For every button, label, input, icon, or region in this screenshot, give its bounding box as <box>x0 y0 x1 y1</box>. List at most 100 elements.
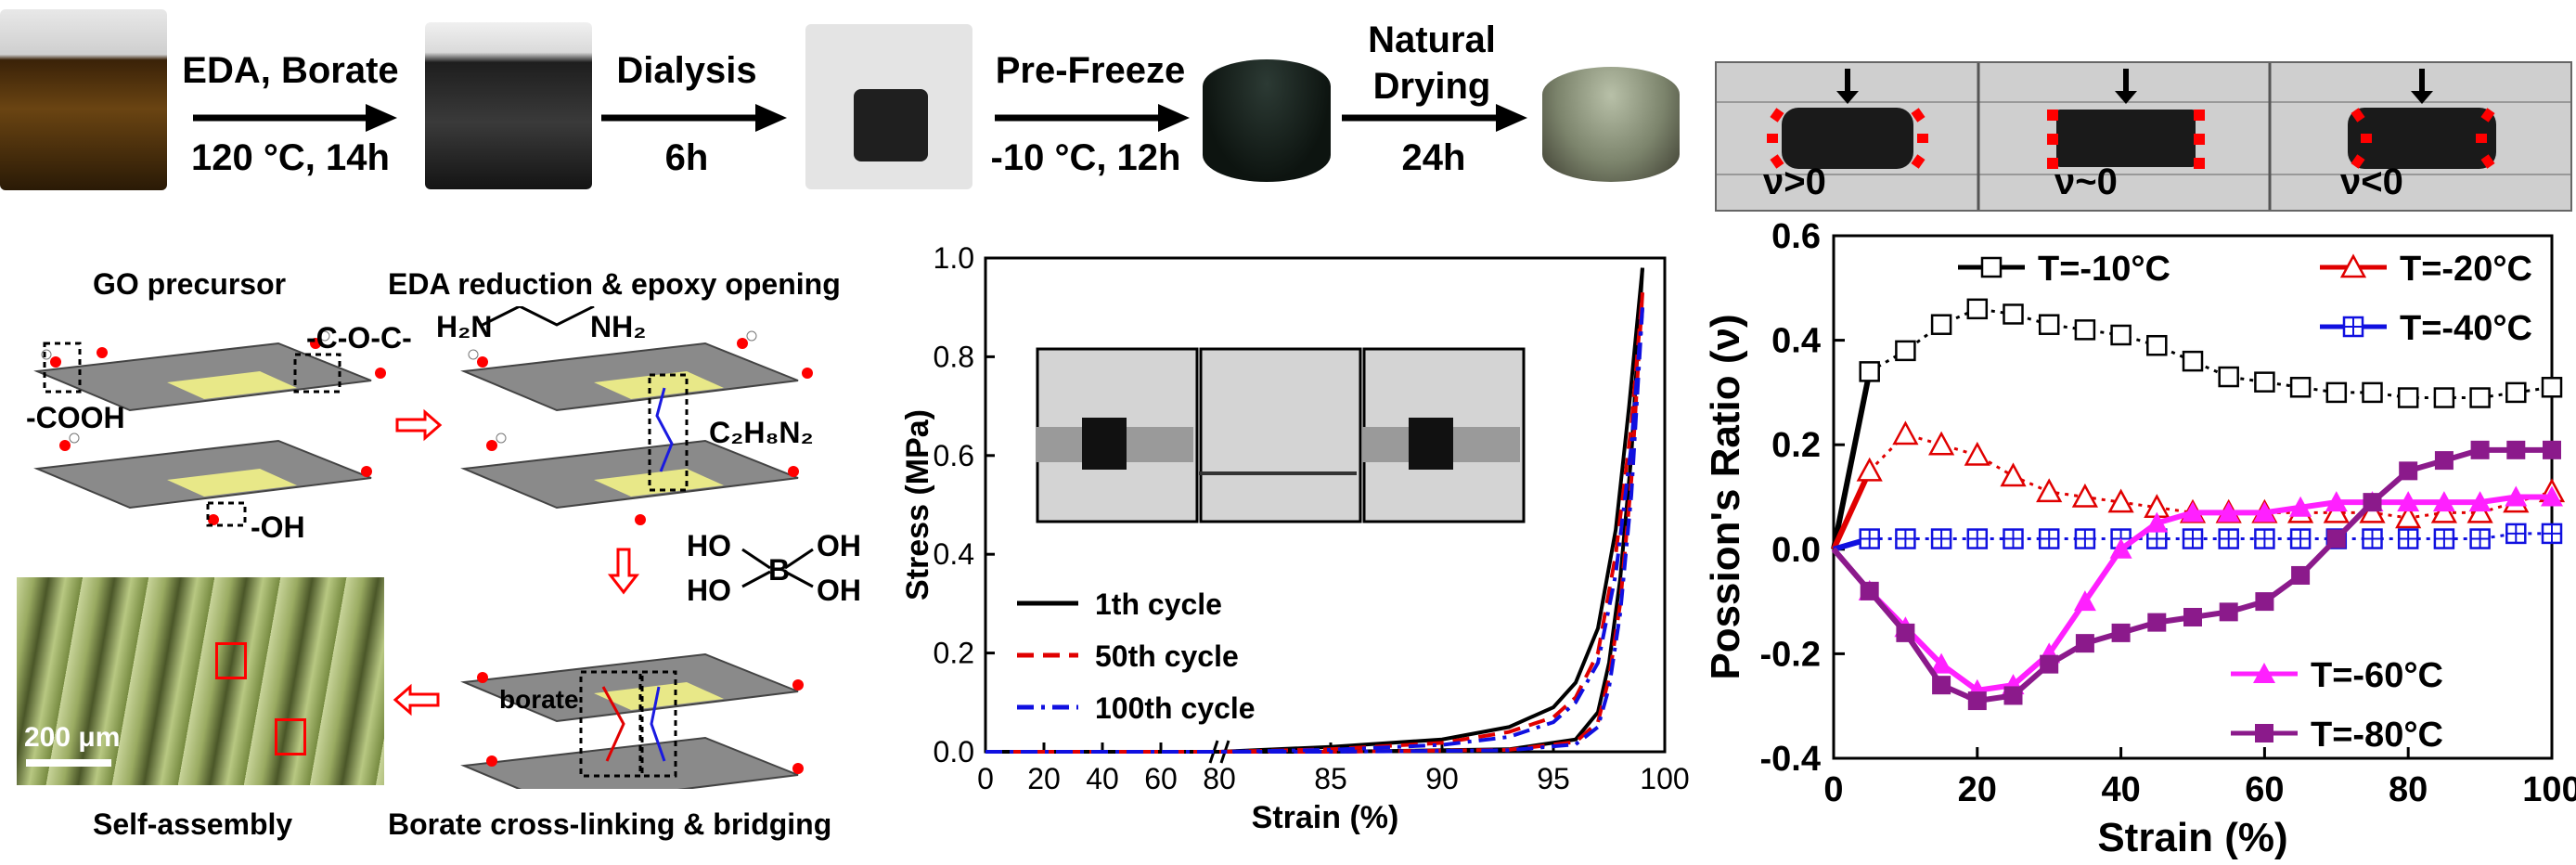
strip-label-zero: ν~0 <box>2054 161 2118 202</box>
step4-top-label: Natural Drying <box>1368 19 1496 107</box>
data-point <box>2289 377 2312 398</box>
data-point <box>1860 581 1879 600</box>
hydrogel-block-photo <box>854 89 928 161</box>
x-tick-label: 95 <box>1537 762 1570 795</box>
step4-bottom-label: 24h <box>1401 137 1466 178</box>
eda-left-label: H₂N <box>436 310 493 343</box>
data-point <box>2468 491 2492 512</box>
boric-ho2-label: HO <box>687 574 731 607</box>
vial-hydrogel-photo <box>425 22 592 189</box>
data-point <box>2397 491 2420 512</box>
data-point <box>2326 529 2346 549</box>
data-point <box>2325 491 2348 512</box>
series-line-5 <box>1831 547 1944 687</box>
x-tick-label: 80 <box>2389 770 2428 809</box>
x-tick-label: 20 <box>1958 770 1997 809</box>
inset-sample <box>1409 418 1453 470</box>
series-line-1 <box>985 267 1644 754</box>
legend-label: T=-80°C <box>2311 716 2443 755</box>
data-point <box>2110 324 2132 346</box>
x-tick-label: 80 <box>1203 762 1236 795</box>
series-line-4 <box>1939 494 2552 693</box>
inset-sample <box>1082 418 1127 470</box>
data-point <box>2432 491 2455 512</box>
legend-marker <box>2253 663 2275 683</box>
step3-top-label: Pre-Freeze <box>995 50 1186 91</box>
data-point <box>1932 676 1951 695</box>
formula-label: C₂H₈N₂ <box>709 416 814 449</box>
data-point <box>2145 511 2169 533</box>
self-assembly-label: Self-assembly <box>93 807 293 841</box>
step1-top-label: EDA, Borate <box>182 50 399 91</box>
data-point <box>2541 377 2563 398</box>
x-tick-label: 100 <box>1640 762 1689 795</box>
oh-label: -OH <box>251 510 305 544</box>
data-point <box>2255 592 2274 612</box>
data-point <box>2038 314 2060 335</box>
scalebar-line <box>26 759 111 767</box>
data-point <box>2254 371 2275 393</box>
data-point <box>2107 488 2134 513</box>
arrow-right-icon <box>193 104 397 132</box>
y-tick-label: 0.6 <box>934 439 974 472</box>
strip-label-negative: ν<0 <box>2340 161 2403 202</box>
y-tick-label: -0.2 <box>1760 635 1821 674</box>
y-axis-label: Possion's Ratio (ν) <box>1703 314 1748 679</box>
y-tick-label: 0.0 <box>1771 531 1821 570</box>
y-tick-label: 0.0 <box>934 735 974 768</box>
inset-frame <box>1199 347 1362 523</box>
x-tick-label: 0 <box>1823 770 1843 809</box>
boric-b-label: B <box>768 553 791 587</box>
x-tick-label: 100 <box>2522 770 2576 809</box>
data-point <box>2399 461 2418 481</box>
data-point <box>2506 440 2526 459</box>
data-point <box>2071 483 2099 508</box>
sem-highlight-box <box>215 642 247 679</box>
compression-strip: ν>0 ν~0 ν<0 <box>1715 61 2572 212</box>
data-point <box>2291 565 2311 585</box>
x-axis-label: Strain (%) <box>1252 800 1399 835</box>
legend-label: 100th cycle <box>1095 691 1256 725</box>
x-tick-label: 40 <box>2101 770 2140 809</box>
data-point <box>2434 451 2454 471</box>
y-tick-label: 0.8 <box>934 340 974 373</box>
data-point <box>1930 652 1953 674</box>
data-point <box>2362 381 2383 404</box>
poisson-ratio-chart: 0 20 40 60 80 100 -0.4 -0.2 0.0 0.2 0.4 0.6 Strain (… <box>1703 217 2576 860</box>
vial-go-solution-photo <box>0 9 167 190</box>
data-point <box>2147 613 2167 632</box>
data-point <box>2109 537 2132 559</box>
eda-right-label: NH₂ <box>590 310 647 343</box>
data-point <box>1859 361 1880 382</box>
data-point <box>1927 431 1955 456</box>
legend-marker <box>1980 256 2003 278</box>
arrow-right-icon <box>995 104 1190 132</box>
series-line-3 <box>1219 307 1644 754</box>
x-tick-label: 20 <box>1027 762 1061 795</box>
boric-ho1-label: HO <box>687 529 731 562</box>
data-point <box>2543 440 2561 459</box>
cooh-label: -COOH <box>26 401 125 434</box>
y-tick-label: 0.2 <box>1771 426 1821 465</box>
data-point <box>2505 485 2528 507</box>
data-point <box>2430 498 2458 523</box>
data-point <box>1892 420 1919 445</box>
data-point <box>2253 501 2276 523</box>
legend-marker <box>2339 253 2367 278</box>
data-point <box>2218 366 2239 388</box>
series-line-5 <box>1939 446 2552 704</box>
data-point <box>2111 623 2131 642</box>
legend-label: T=-40°C <box>2400 309 2532 348</box>
data-point <box>2040 654 2059 674</box>
stress-strain-chart: 0 20 40 60 80 85 90 95 100 0.0 0.2 0.4 0.6 0.8 1.0 Stra… <box>900 241 1689 835</box>
y-tick-label: 1.0 <box>934 241 974 275</box>
y-tick-label: 0.4 <box>934 537 974 571</box>
x-tick-label: 90 <box>1425 762 1459 795</box>
data-point <box>2541 485 2563 507</box>
data-point <box>2003 303 2024 325</box>
eda-reduction-label: EDA reduction & epoxy opening <box>388 267 841 301</box>
scalebar-label: 200 μm <box>24 722 121 753</box>
x-tick-label: 60 <box>2245 770 2284 809</box>
data-point <box>2325 381 2348 404</box>
graphene-sheets-diagram <box>33 306 814 789</box>
